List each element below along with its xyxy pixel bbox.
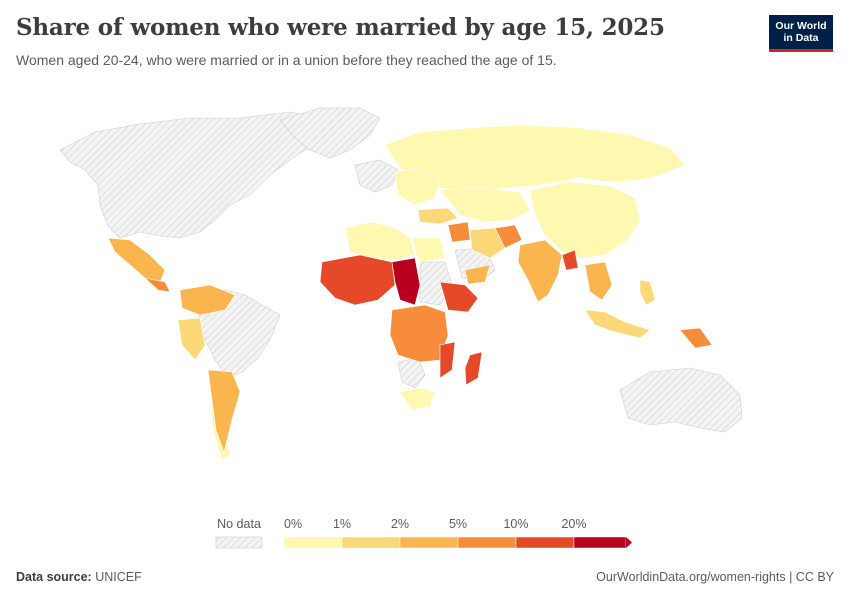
legend-label-3: 5% xyxy=(449,517,467,531)
mozambique[interactable] xyxy=(439,341,456,379)
china-mongolia[interactable] xyxy=(529,181,641,259)
legend-no-data-swatch xyxy=(215,536,263,549)
legend-swatch-0[interactable] xyxy=(283,536,343,549)
iran[interactable] xyxy=(469,227,506,259)
legend-swatch-2[interactable] xyxy=(399,536,459,549)
australia-no-data[interactable] xyxy=(619,367,743,433)
north-africa[interactable] xyxy=(344,221,416,261)
legend-arrow-icon xyxy=(626,537,632,548)
philippines[interactable] xyxy=(639,279,656,306)
bangladesh[interactable] xyxy=(561,249,579,271)
central-america[interactable] xyxy=(144,277,171,293)
footer-source: Data source: UNICEF xyxy=(16,570,142,584)
southeast-asia[interactable] xyxy=(584,261,613,301)
legend-bins: 0% 1% 2% 5% 10% 20% xyxy=(283,517,632,549)
logo-line-2: in Data xyxy=(783,32,819,44)
legend-label-2: 2% xyxy=(391,517,409,531)
turkey[interactable] xyxy=(417,207,459,225)
greenland-no-data[interactable] xyxy=(279,107,381,159)
iraq-syria[interactable] xyxy=(447,221,471,243)
legend-label-0: 0% xyxy=(284,517,302,531)
papua-new-guinea[interactable] xyxy=(679,327,713,349)
legend-swatch-4[interactable] xyxy=(515,536,575,549)
southern-africa-no-data[interactable] xyxy=(397,357,426,389)
afghanistan[interactable] xyxy=(494,224,523,249)
legend-label-4: 10% xyxy=(503,517,528,531)
yemen-oman[interactable] xyxy=(464,264,491,285)
chart-subtitle: Women aged 20-24, who were married or in… xyxy=(16,52,557,68)
chart-title: Share of women who were married by age 1… xyxy=(16,14,665,41)
legend-no-data-label: No data xyxy=(217,517,261,531)
kazakhstan-central-asia[interactable] xyxy=(439,187,531,223)
ethiopia-somalia[interactable] xyxy=(439,281,479,313)
western-europe-no-data[interactable] xyxy=(354,159,399,193)
central-africa[interactable] xyxy=(389,304,449,363)
indonesia[interactable] xyxy=(584,309,651,339)
south-africa[interactable] xyxy=(399,387,436,411)
legend-swatch-5[interactable] xyxy=(573,536,627,549)
legend-label-5: 20% xyxy=(561,517,586,531)
colombia-venezuela[interactable] xyxy=(179,284,236,316)
india[interactable] xyxy=(517,239,563,303)
egypt[interactable] xyxy=(411,237,446,263)
west-africa[interactable] xyxy=(319,254,396,306)
brazil-no-data[interactable] xyxy=(197,289,281,379)
legend-no-data[interactable]: No data xyxy=(215,517,263,549)
world-map[interactable] xyxy=(0,95,850,465)
russia[interactable] xyxy=(384,124,686,193)
owid-logo[interactable]: Our World in Data xyxy=(769,15,833,52)
legend-swatch-1[interactable] xyxy=(341,536,401,549)
legend-label-1: 1% xyxy=(333,517,351,531)
footer-source-value[interactable]: UNICEF xyxy=(95,570,142,584)
legend-swatch-3[interactable] xyxy=(457,536,517,549)
argentina[interactable] xyxy=(207,369,241,454)
chad-niger[interactable] xyxy=(391,257,421,306)
logo-line-1: Our World xyxy=(775,20,827,32)
footer-source-label: Data source: xyxy=(16,570,92,584)
mexico[interactable] xyxy=(107,237,166,283)
footer-url[interactable]: OurWorldinData.org/women-rights | CC BY xyxy=(596,570,834,584)
north-america-no-data[interactable] xyxy=(59,111,341,239)
peru[interactable] xyxy=(177,317,206,361)
eastern-europe[interactable] xyxy=(394,167,441,206)
madagascar[interactable] xyxy=(464,351,483,386)
